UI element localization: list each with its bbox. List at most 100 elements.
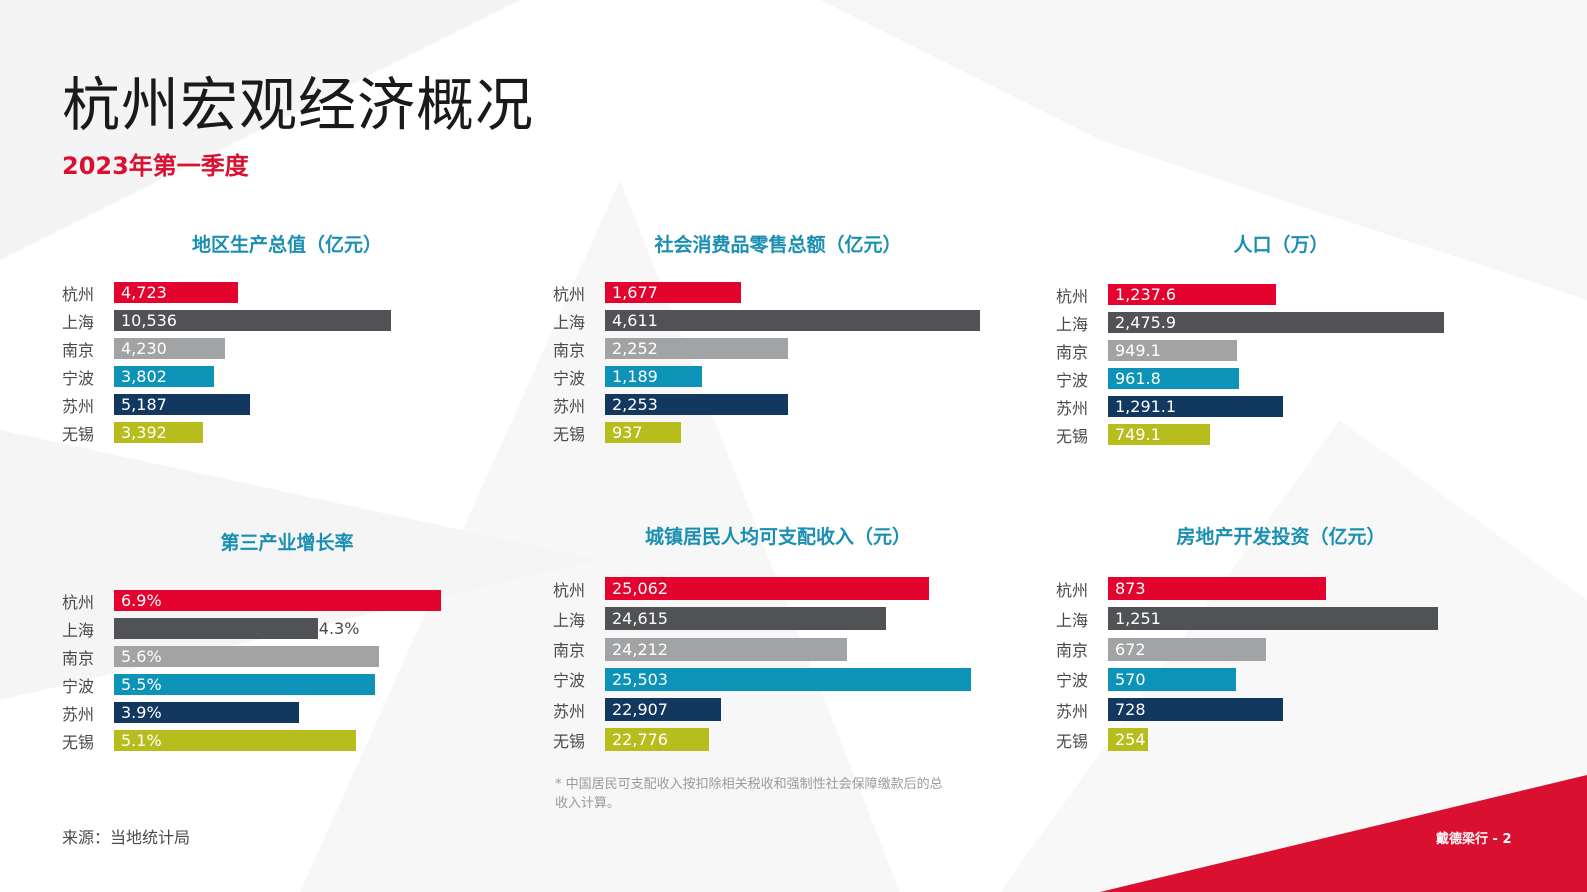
brand-page-number: 戴德梁行 - 2 xyxy=(1436,832,1512,847)
category-label: 苏州 xyxy=(62,396,95,416)
chart-title: 人口（万） xyxy=(1233,234,1329,256)
value-label: 24,615 xyxy=(612,609,668,629)
bar-row: 南京 2,252 xyxy=(553,338,1003,366)
category-label: 宁波 xyxy=(62,368,95,388)
category-label: 杭州 xyxy=(62,284,95,304)
bar xyxy=(114,730,356,751)
category-label: 苏州 xyxy=(1056,701,1089,721)
category-label: 杭州 xyxy=(553,580,586,600)
bar-row: 上海 4,611 xyxy=(553,310,1003,338)
bar-row: 上海 1,251 xyxy=(1056,607,1506,637)
category-label: 杭州 xyxy=(62,592,95,612)
bar-row: 苏州 1,291.1 xyxy=(1056,396,1506,424)
bar xyxy=(1108,340,1237,361)
bar xyxy=(114,702,299,723)
bar-row: 苏州 728 xyxy=(1056,698,1506,728)
value-label: 749.1 xyxy=(1115,425,1161,444)
category-label: 苏州 xyxy=(1056,398,1089,418)
value-label: 1,291.1 xyxy=(1115,397,1177,416)
value-label: 25,062 xyxy=(612,579,668,598)
bar-row: 杭州 25,062 xyxy=(553,577,1003,607)
bar xyxy=(114,338,226,359)
bar xyxy=(605,607,886,631)
value-label: 1,189 xyxy=(612,367,658,386)
value-label: 3,392 xyxy=(121,423,167,442)
bar xyxy=(1108,368,1239,389)
category-label: 上海 xyxy=(1056,610,1089,630)
bar-row: 无锡 22,776 xyxy=(553,728,1003,758)
value-label: 4,611 xyxy=(612,311,658,330)
value-label: 672 xyxy=(1115,639,1146,659)
bar xyxy=(605,282,742,303)
value-label: 4,723 xyxy=(121,283,167,302)
page-subtitle: 2023年第一季度 xyxy=(62,152,249,180)
value-label: 5.6% xyxy=(121,647,162,666)
bar-row: 南京 672 xyxy=(1056,637,1506,668)
bar-row: 上海 2,475.9 xyxy=(1056,312,1506,340)
value-label: 2,252 xyxy=(612,339,658,358)
bar xyxy=(114,394,251,415)
bar-row: 杭州 6.9% xyxy=(62,590,512,618)
value-label: 6.9% xyxy=(121,591,162,610)
category-label: 苏州 xyxy=(553,701,586,721)
category-label: 南京 xyxy=(62,340,95,360)
disposable-income-chart: 城镇居民人均可支配收入（元） 杭州 25,062 上海 24,615 南京 24,212 宁… xyxy=(553,522,1003,762)
bar-row: 南京 949.1 xyxy=(1056,340,1506,368)
chart-title: 地区生产总值（亿元） xyxy=(191,234,382,256)
value-label: 254 xyxy=(1115,730,1146,750)
bar xyxy=(114,646,380,667)
bar xyxy=(114,674,375,695)
bar xyxy=(605,698,722,722)
bar xyxy=(605,310,980,331)
category-label: 上海 xyxy=(62,620,95,640)
value-label: 5.5% xyxy=(121,675,162,694)
tertiary-growth-chart: 第三产业增长率 杭州 6.9% 上海 4.3% 南京 5.6% 宁波 5.5% 苏州 3.9% 无锡… xyxy=(62,528,512,768)
bar xyxy=(114,590,441,611)
value-label: 873 xyxy=(1115,579,1146,598)
category-label: 上海 xyxy=(62,312,95,332)
category-label: 南京 xyxy=(553,641,586,661)
bar-row: 无锡 749.1 xyxy=(1056,424,1506,452)
chart-title: 城镇居民人均可支配收入（元） xyxy=(644,526,911,548)
source-note: 来源：当地统计局 xyxy=(62,828,191,847)
bar-row: 南京 24,212 xyxy=(553,637,1003,668)
bar xyxy=(1108,698,1283,722)
bar xyxy=(1108,637,1267,661)
category-label: 宁波 xyxy=(553,671,586,691)
value-label: 570 xyxy=(1115,669,1146,689)
bar xyxy=(605,422,682,443)
category-label: 南京 xyxy=(62,648,95,668)
value-label: 24,212 xyxy=(612,639,668,659)
bar-row: 无锡 5.1% xyxy=(62,730,512,758)
chart-title: 社会消费品零售总额（亿元） xyxy=(654,234,902,256)
bar xyxy=(1108,577,1326,600)
bar-row: 苏州 5,187 xyxy=(62,394,512,422)
bar-row: 苏州 3.9% xyxy=(62,702,512,730)
chart-title: 房地产开发投资（亿元） xyxy=(1176,526,1386,548)
bar-row: 上海 24,615 xyxy=(553,607,1003,637)
bar-row: 上海 4.3% xyxy=(62,618,512,646)
bar-row: 杭州 1,237.6 xyxy=(1056,284,1506,312)
category-label: 宁波 xyxy=(1056,370,1089,390)
bar-row: 南京 4,230 xyxy=(62,338,512,366)
bar-row: 宁波 3,802 xyxy=(62,366,512,394)
value-label: 728 xyxy=(1115,700,1146,720)
value-label: 22,776 xyxy=(612,730,668,750)
bar-row: 杭州 1,677 xyxy=(553,282,1003,310)
category-label: 无锡 xyxy=(62,732,95,752)
bar xyxy=(114,422,204,443)
bar xyxy=(1108,607,1438,631)
bar-row: 宁波 961.8 xyxy=(1056,368,1506,396)
value-label: 5,187 xyxy=(121,395,167,414)
category-label: 无锡 xyxy=(553,731,586,751)
bar-row: 无锡 937 xyxy=(553,422,1003,450)
bar xyxy=(605,394,789,415)
category-label: 杭州 xyxy=(1056,580,1089,600)
category-label: 南京 xyxy=(1056,342,1089,362)
value-label: 4,230 xyxy=(121,339,167,358)
bar xyxy=(605,728,709,752)
bar-row: 无锡 3,392 xyxy=(62,422,512,450)
value-label: 2,475.9 xyxy=(1115,313,1177,332)
bar-row: 南京 5.6% xyxy=(62,646,512,674)
bar xyxy=(605,637,847,661)
